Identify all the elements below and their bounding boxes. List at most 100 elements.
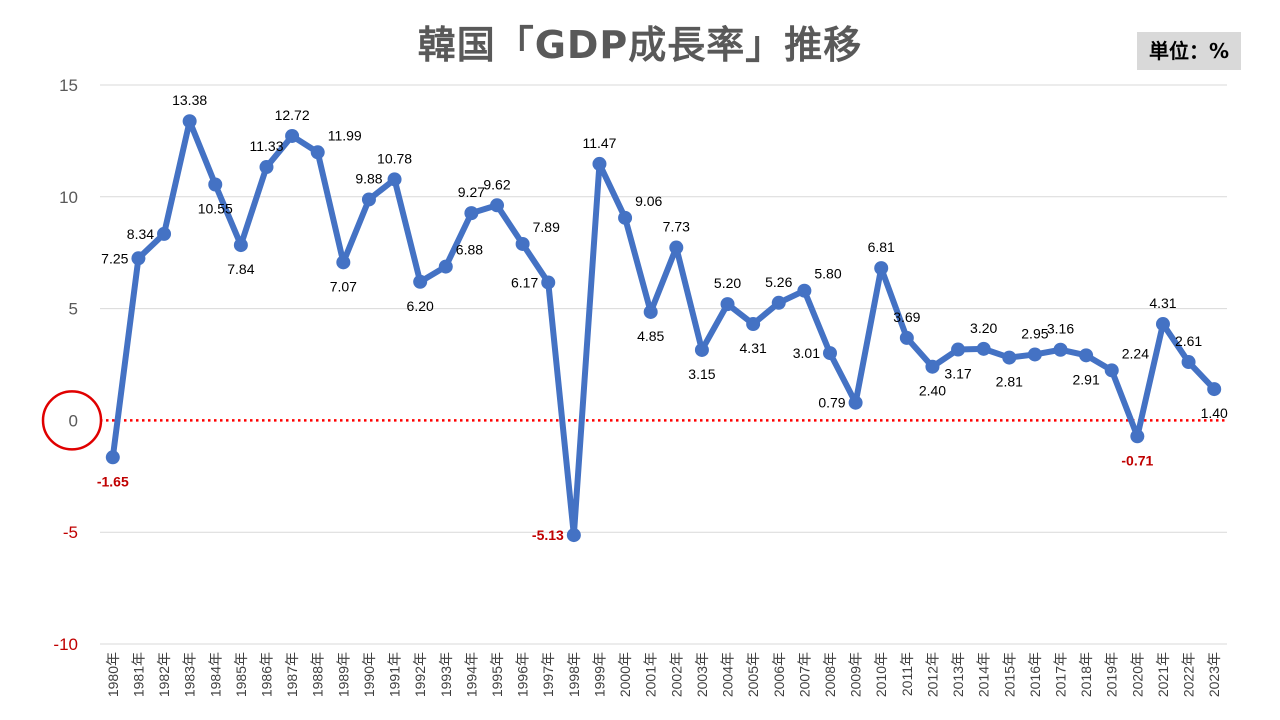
data-label: 7.07 [330,278,357,294]
data-point [387,172,402,187]
data-point [618,210,633,225]
x-tick-label: 2015年 [1001,652,1017,697]
data-label: 5.26 [765,274,792,290]
data-point [438,259,453,274]
x-tick-label: 2009年 [848,652,864,697]
x-tick-label: 1995年 [489,652,505,697]
y-tick-label: 15 [59,76,78,95]
data-label: 3.15 [688,366,715,382]
data-point [1207,382,1222,397]
data-label: 12.72 [275,107,310,123]
x-tick-label: 1984年 [207,652,223,697]
data-point [1181,355,1196,370]
x-tick-label: 2016年 [1027,652,1043,697]
data-point [105,450,120,465]
x-tick-label: 2000年 [617,652,633,697]
chart-title: 韓国「GDP成長率」推移 [417,23,863,67]
data-label: 10.78 [377,150,412,166]
data-point [720,297,735,312]
x-tick-label: 2010年 [873,652,889,697]
x-tick-label: 1985年 [233,652,249,697]
x-tick-label: 2017年 [1053,652,1069,697]
data-point [541,275,556,290]
data-label: 11.33 [249,138,283,154]
data-point [1079,348,1094,363]
data-point [1002,350,1017,365]
x-tick-label: 2008年 [822,652,838,697]
data-label: -1.65 [97,473,129,489]
data-label: 2.61 [1175,333,1202,349]
data-label: 4.31 [1149,295,1176,311]
x-tick-label: 1980年 [105,652,121,697]
data-point [925,359,940,374]
data-label: -0.71 [1121,452,1153,468]
data-label: 2.81 [996,374,1023,390]
x-tick-label: 2014年 [976,652,992,697]
data-point [515,236,530,251]
data-label: 3.01 [793,345,820,361]
data-label: 2.24 [1122,345,1149,361]
data-point [694,342,709,357]
data-point [361,192,376,207]
data-point [285,128,300,143]
x-tick-label: 2007年 [796,652,812,697]
data-point [848,395,863,410]
x-tick-label: 2004年 [720,652,736,697]
data-label: 2.91 [1073,371,1100,387]
data-label: 11.99 [328,127,362,143]
data-point [259,160,274,175]
data-label: 4.31 [740,340,767,356]
data-label: 13.38 [172,92,207,108]
data-point [1104,363,1119,378]
x-tick-label: 2011年 [899,652,915,696]
data-label: 9.62 [483,176,510,192]
data-point [643,304,658,319]
data-point [1053,342,1068,357]
data-label: 3.17 [944,366,971,382]
x-tick-label: 2006年 [771,652,787,697]
data-label: 3.16 [1047,321,1074,337]
data-label: 7.25 [101,250,128,266]
data-label: 4.85 [637,328,664,344]
x-tick-label: 1981年 [130,652,146,697]
data-point [566,528,581,543]
data-label: 5.80 [814,266,841,282]
data-label: 7.89 [533,219,560,235]
x-tick-label: 1986年 [258,652,274,697]
data-label: 9.06 [635,193,662,209]
data-point [746,317,761,332]
data-point [131,251,146,266]
data-label: 3.69 [893,309,920,325]
data-point [797,283,812,298]
data-point [899,330,914,345]
x-tick-label: 2022年 [1181,652,1197,697]
data-label: 8.34 [127,226,154,242]
data-label: 5.20 [714,275,741,291]
data-point [182,114,197,129]
data-point [336,255,351,270]
x-tick-label: 1982年 [156,652,172,697]
x-tick-label: 2023年 [1206,652,1222,697]
x-tick-label: 2019年 [1104,652,1120,697]
x-tick-label: 2001年 [643,652,659,697]
x-tick-label: 1998年 [566,652,582,697]
x-tick-label: 2002年 [668,652,684,697]
data-point [1130,429,1145,444]
data-point [413,274,428,289]
data-label: 2.40 [919,383,946,399]
x-tick-label: 2012年 [924,652,940,697]
data-point [310,145,325,160]
zero-highlight-circle [41,390,103,451]
x-tick-label: 2005年 [745,652,761,697]
data-point [464,206,479,221]
x-tick-label: 1988年 [310,652,326,697]
data-label: 6.81 [868,239,895,255]
data-label: 2.95 [1021,325,1048,341]
data-label: 6.88 [456,242,483,258]
x-tick-label: 1990年 [361,652,377,697]
data-label: 10.55 [198,201,233,217]
data-label: 6.20 [407,298,434,314]
y-tick-label: 0 [69,411,78,430]
x-tick-label: 1991年 [387,652,403,697]
